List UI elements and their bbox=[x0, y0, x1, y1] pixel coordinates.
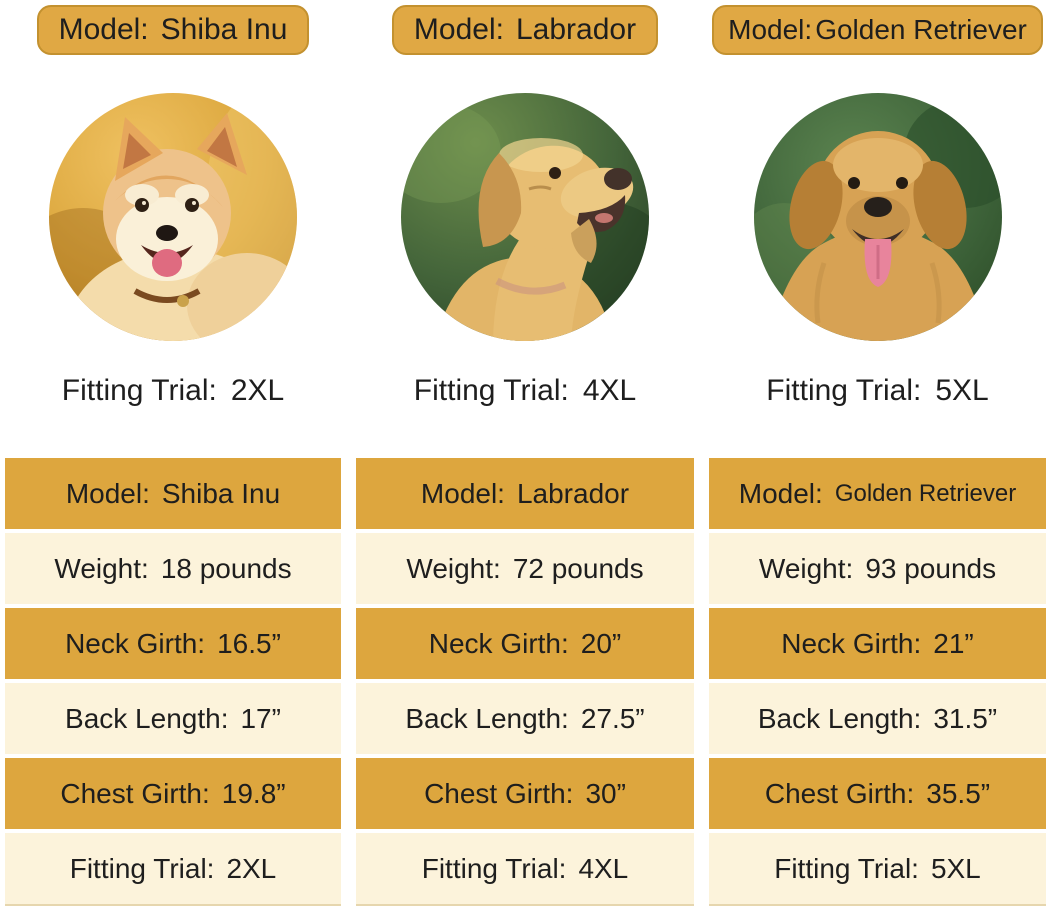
row-label: Neck Girth: bbox=[781, 627, 922, 659]
table-row: Chest Girth: 35.5” bbox=[709, 758, 1046, 829]
size-table-golden-retriever: Model: Golden Retriever Weight: 93 pound… bbox=[709, 458, 1046, 906]
table-row: Back Length: 31.5” bbox=[709, 683, 1046, 754]
row-value: 35.5” bbox=[926, 777, 991, 809]
model-badge-label: Model: bbox=[58, 13, 149, 46]
row-label: Back Length: bbox=[757, 702, 922, 734]
fitting-trial-value: 5XL bbox=[935, 374, 989, 407]
model-badge: Model: Shiba Inu bbox=[36, 5, 310, 55]
size-table-labrador: Model: Labrador Weight: 72 pounds Neck G… bbox=[356, 458, 694, 906]
labrador-photo bbox=[401, 93, 649, 341]
row-value: 72 pounds bbox=[512, 552, 644, 584]
row-label: Weight: bbox=[54, 552, 149, 584]
table-row: Fitting Trial: 4XL bbox=[356, 833, 694, 904]
row-label: Neck Girth: bbox=[428, 627, 569, 659]
golden-retriever-photo bbox=[753, 93, 1002, 341]
row-label: Fitting Trial: bbox=[69, 852, 215, 884]
row-value: 4XL bbox=[578, 852, 629, 884]
fitting-trial-label: Fitting Trial: bbox=[61, 374, 217, 407]
row-value: 2XL bbox=[226, 852, 277, 884]
row-value: 21” bbox=[933, 627, 974, 659]
row-value: 20” bbox=[580, 627, 622, 659]
table-row: Chest Girth: 30” bbox=[356, 758, 694, 829]
table-row: Weight: 93 pounds bbox=[709, 533, 1046, 604]
row-value: 17” bbox=[240, 702, 281, 734]
table-row: Neck Girth: 21” bbox=[709, 608, 1046, 679]
shiba-inu-photo bbox=[49, 93, 297, 341]
fitting-trial-value: 4XL bbox=[582, 374, 637, 407]
table-row: Chest Girth: 19.8” bbox=[5, 758, 341, 829]
row-value: 18 pounds bbox=[160, 552, 292, 584]
table-row: Model: Labrador bbox=[356, 458, 694, 529]
row-label: Back Length: bbox=[65, 702, 229, 734]
column-shiba-inu: Model: Shiba Inu bbox=[5, 0, 341, 906]
size-table-shiba-inu: Model: Shiba Inu Weight: 18 pounds Neck … bbox=[5, 458, 341, 906]
row-label: Model: bbox=[738, 477, 823, 509]
row-label: Chest Girth: bbox=[764, 777, 915, 809]
table-row: Back Length: 27.5” bbox=[356, 683, 694, 754]
table-row: Model: Shiba Inu bbox=[5, 458, 341, 529]
model-badge-value: Golden Retriever bbox=[815, 14, 1027, 45]
model-badge: Model: Golden Retriever bbox=[712, 5, 1043, 55]
table-row: Model: Golden Retriever bbox=[709, 458, 1046, 529]
row-value: 93 pounds bbox=[865, 552, 997, 584]
row-value: 16.5” bbox=[217, 627, 281, 659]
column-labrador: Model: Labrador bbox=[356, 0, 694, 906]
fitting-trial-label: Fitting Trial: bbox=[766, 374, 922, 407]
row-value: 5XL bbox=[930, 852, 981, 884]
table-row: Neck Girth: 16.5” bbox=[5, 608, 341, 679]
fitting-trial-line: Fitting Trial: 2XL bbox=[62, 373, 284, 409]
row-value: Golden Retriever bbox=[834, 479, 1017, 507]
row-value: Shiba Inu bbox=[161, 477, 281, 509]
fitting-trial-label: Fitting Trial: bbox=[413, 374, 569, 407]
row-label: Model: bbox=[65, 477, 150, 509]
row-value: 30” bbox=[585, 777, 626, 809]
row-value: 27.5” bbox=[580, 702, 645, 734]
row-label: Chest Girth: bbox=[60, 777, 210, 809]
row-label: Neck Girth: bbox=[65, 627, 206, 659]
row-label: Weight: bbox=[758, 552, 854, 584]
model-badge-label: Model: bbox=[413, 13, 504, 46]
row-label: Back Length: bbox=[405, 702, 569, 734]
table-row: Fitting Trial: 5XL bbox=[709, 833, 1046, 904]
fitting-trial-line: Fitting Trial: 5XL bbox=[766, 373, 988, 409]
fitting-trial-value: 2XL bbox=[230, 374, 285, 407]
table-row: Back Length: 17” bbox=[5, 683, 341, 754]
model-badge-value: Labrador bbox=[515, 13, 637, 46]
table-row: Weight: 18 pounds bbox=[5, 533, 341, 604]
row-label: Chest Girth: bbox=[424, 777, 574, 809]
row-label: Model: bbox=[420, 477, 505, 509]
fitting-trial-line: Fitting Trial: 4XL bbox=[414, 373, 636, 409]
row-label: Fitting Trial: bbox=[774, 852, 919, 884]
model-badge: Model: Labrador bbox=[391, 5, 659, 55]
row-label: Fitting Trial: bbox=[421, 852, 567, 884]
row-value: Labrador bbox=[516, 477, 630, 509]
model-badge-value: Shiba Inu bbox=[160, 13, 288, 46]
table-row: Fitting Trial: 2XL bbox=[5, 833, 341, 904]
column-golden-retriever: Model: Golden Retriever bbox=[709, 0, 1046, 906]
model-badge-label: Model: bbox=[728, 14, 813, 45]
table-row: Neck Girth: 20” bbox=[356, 608, 694, 679]
table-row: Weight: 72 pounds bbox=[356, 533, 694, 604]
row-value: 19.8” bbox=[221, 777, 286, 809]
row-label: Weight: bbox=[406, 552, 501, 584]
row-value: 31.5” bbox=[933, 702, 998, 734]
